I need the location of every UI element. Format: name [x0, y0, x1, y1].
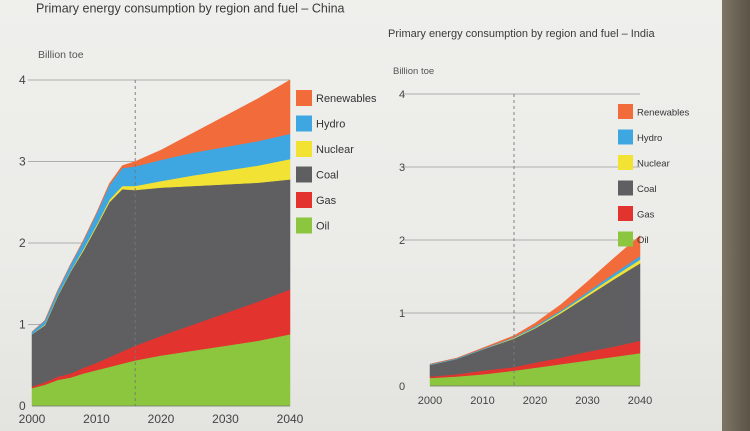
india-legend-swatch-nuclear	[618, 155, 633, 170]
china-x-tick-2010: 2010	[83, 412, 110, 426]
india-legend-swatch-hydro	[618, 129, 633, 145]
india-x-tick-2010: 2010	[470, 395, 494, 407]
india-legend-swatch-gas	[618, 206, 633, 221]
india-x-tick-2000: 2000	[418, 395, 442, 407]
china-legend-swatch-coal	[296, 166, 312, 183]
china-legend-swatch-gas	[296, 192, 312, 208]
india-legend-label-oil: Oil	[637, 235, 649, 246]
india-x-tick-2020: 2020	[523, 395, 547, 407]
china-x-tick-2040: 2040	[277, 412, 304, 426]
china-legend-label-renewables: Renewables	[316, 93, 377, 105]
china-y-axis-label: Billion toe	[38, 49, 84, 61]
india-y-tick-4: 4	[399, 89, 405, 101]
india-legend-label-gas: Gas	[637, 210, 655, 221]
india-y-tick-3: 3	[399, 162, 405, 174]
china-y-tick-4: 4	[19, 73, 26, 87]
china-x-tick-2030: 2030	[212, 412, 239, 426]
india-legend-swatch-coal	[618, 180, 633, 196]
india-legend-label-nuclear: Nuclear	[637, 159, 670, 170]
india-y-tick-0: 0	[399, 381, 405, 393]
india-x-tick-2030: 2030	[575, 395, 599, 407]
india-legend-label-renewables: Renewables	[637, 108, 690, 119]
china-area-renewables	[31, 79, 291, 333]
china-legend-label-gas: Gas	[316, 195, 337, 207]
china-chart: Primary energy consumption by region and…	[19, 1, 377, 426]
china-legend-swatch-hydro	[296, 115, 312, 132]
india-y-tick-2: 2	[399, 235, 405, 247]
china-y-tick-2: 2	[19, 236, 26, 250]
china-y-tick-1: 1	[19, 318, 26, 332]
china-legend-label-coal: Coal	[316, 170, 339, 182]
china-legend-label-nuclear: Nuclear	[316, 144, 354, 156]
india-legend-swatch-oil	[618, 231, 633, 247]
india-legend-label-coal: Coal	[637, 184, 657, 195]
china-x-tick-2020: 2020	[148, 412, 175, 426]
china-y-tick-0: 0	[19, 399, 26, 413]
china-x-tick-2000: 2000	[19, 412, 46, 426]
china-y-tick-3: 3	[19, 155, 26, 169]
india-y-tick-1: 1	[399, 308, 405, 320]
india-legend-label-hydro: Hydro	[637, 133, 662, 144]
india-legend-swatch-renewables	[618, 104, 633, 119]
india-chart: Primary energy consumption by region and…	[388, 28, 690, 407]
india-chart-title: Primary energy consumption by region and…	[388, 28, 655, 40]
china-legend-swatch-oil	[296, 217, 312, 234]
india-y-axis-label: Billion toe	[393, 66, 434, 77]
china-legend-swatch-renewables	[296, 90, 312, 106]
china-chart-title: Primary energy consumption by region and…	[36, 1, 345, 15]
china-legend-swatch-nuclear	[296, 141, 312, 157]
india-x-tick-2040: 2040	[628, 395, 652, 407]
wall-edge	[722, 0, 750, 431]
india-area-renewables	[429, 235, 641, 365]
china-legend-label-hydro: Hydro	[316, 119, 345, 131]
china-legend-label-oil: Oil	[316, 221, 329, 233]
